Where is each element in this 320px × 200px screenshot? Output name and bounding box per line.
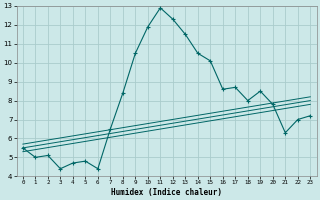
X-axis label: Humidex (Indice chaleur): Humidex (Indice chaleur) [111, 188, 222, 197]
